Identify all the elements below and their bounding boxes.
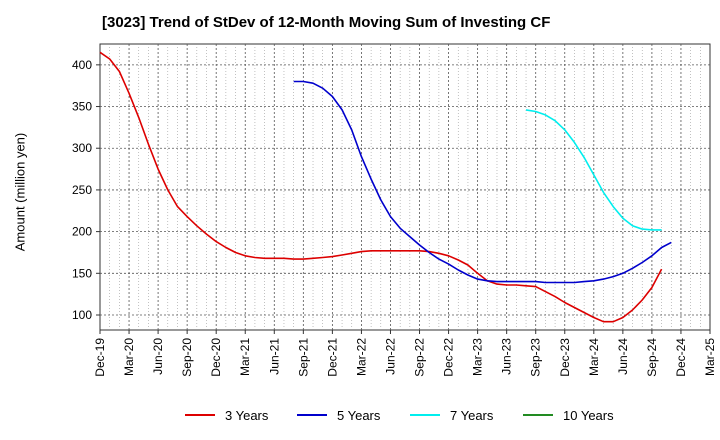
y-tick-label: 150 bbox=[72, 266, 92, 280]
x-tick-label: Dec-19 bbox=[93, 338, 107, 377]
legend-swatch bbox=[185, 414, 215, 416]
legend-item-5-years: 5 Years bbox=[297, 406, 380, 424]
x-tick-label: Dec-24 bbox=[674, 338, 688, 377]
x-tick-label: Sep-20 bbox=[180, 338, 194, 377]
series-line-3-years bbox=[99, 51, 663, 323]
series-line-5-years bbox=[293, 80, 672, 284]
chart-title: [3023] Trend of StDev of 12-Month Moving… bbox=[102, 14, 551, 31]
legend-item-10-years: 10 Years bbox=[523, 406, 614, 424]
x-tick-label: Mar-21 bbox=[238, 338, 252, 376]
x-tick-label: Sep-23 bbox=[529, 338, 543, 377]
x-tick-label: Dec-23 bbox=[558, 338, 572, 377]
legend-item-3-years: 3 Years bbox=[185, 406, 268, 424]
x-tick-label: Sep-21 bbox=[296, 338, 310, 377]
line-chart: Dec-19 Mar-20 Jun-20 Sep-20 Dec-20 Mar-21 Jun-… bbox=[72, 43, 717, 377]
y-tick-label: 350 bbox=[72, 100, 92, 114]
x-tick-label: Mar-24 bbox=[587, 338, 601, 376]
x-tick-label: Jun-22 bbox=[383, 338, 397, 375]
legend-item-7-years: 7 Years bbox=[410, 406, 493, 424]
y-tick-label: 400 bbox=[72, 58, 92, 72]
y-tick-label: 200 bbox=[72, 225, 92, 239]
y-tick-label: 300 bbox=[72, 141, 92, 155]
legend-label: 7 Years bbox=[450, 407, 494, 423]
x-tick-label: Dec-22 bbox=[442, 338, 456, 377]
plot-area bbox=[99, 43, 711, 331]
legend-swatch bbox=[297, 414, 327, 416]
x-tick-label: Mar-20 bbox=[122, 338, 136, 376]
legend-label: 3 Years bbox=[225, 407, 269, 423]
x-tick-label: Jun-24 bbox=[616, 338, 630, 375]
x-tick-label: Mar-23 bbox=[471, 338, 485, 376]
x-tick-label: Mar-25 bbox=[703, 338, 717, 376]
x-tick-label: Sep-24 bbox=[645, 338, 659, 377]
x-tick-label: Dec-21 bbox=[325, 338, 339, 377]
x-tick-label: Jun-21 bbox=[267, 338, 281, 375]
legend-swatch bbox=[410, 414, 440, 416]
x-tick-label: Sep-22 bbox=[413, 338, 427, 377]
series-line-7-years bbox=[525, 109, 662, 231]
x-tick-label: Mar-22 bbox=[354, 338, 368, 376]
x-tick-label: Dec-20 bbox=[209, 338, 223, 377]
legend-label: 10 Years bbox=[563, 407, 614, 423]
x-tick-label: Jun-23 bbox=[500, 338, 514, 375]
legend-label: 5 Years bbox=[337, 407, 381, 423]
chart-legend: 3 Years 5 Years 7 Years 10 Years bbox=[0, 406, 720, 426]
y-tick-label: 100 bbox=[72, 308, 92, 322]
legend-swatch bbox=[523, 414, 553, 416]
y-tick-label: 250 bbox=[72, 183, 92, 197]
x-tick-label: Jun-20 bbox=[151, 338, 165, 375]
